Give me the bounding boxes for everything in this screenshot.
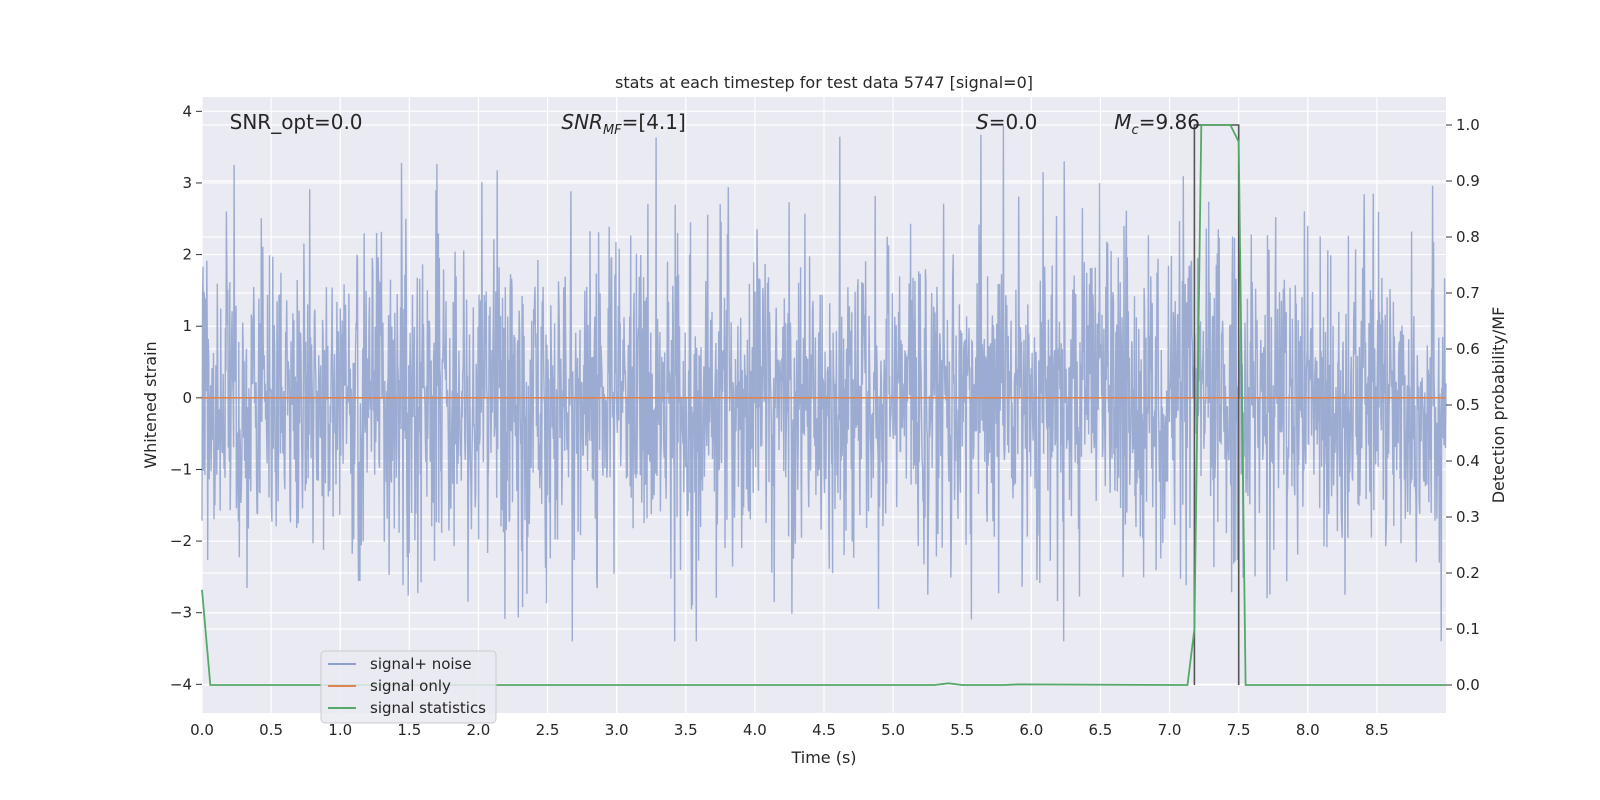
y-tick-label-5: −1 [170,460,192,478]
y-tick-label-3: 1 [182,317,192,335]
x-tick-label-3: 1.5 [397,721,421,739]
y-tick-label-1: 3 [182,174,192,192]
y-tick-label-6: −2 [170,532,192,550]
annotations: SNR_opt=0.0 SNRMF=[4.1] S=0.0 Mc=9.86 [230,110,1200,138]
x-tick-label-12: 6.0 [1019,721,1043,739]
y2-axis-ticks: 1.0 0.9 0.8 0.7 0.6 0.5 0.4 0.3 0.2 0.1 0.0 [1446,116,1480,694]
x-tick-label-7: 3.5 [674,721,698,739]
y2-tick-label-8: 0.2 [1456,564,1480,582]
x-axis-label: Time (s) [790,748,856,767]
y-tick-label-4: 0 [182,389,192,407]
y-tick-label-0: 4 [182,102,192,120]
y2-tick-label-4: 0.6 [1456,340,1480,358]
y-tick-label-2: 2 [182,246,192,264]
y2-tick-label-9: 0.1 [1456,620,1480,638]
x-tick-label-16: 8.0 [1296,721,1320,739]
y2-tick-label-3: 0.7 [1456,284,1480,302]
x-tick-label-0: 0.0 [190,721,214,739]
x-tick-label-13: 6.5 [1089,721,1113,739]
annotation-0: SNR_opt=0.0 [230,110,363,134]
annotation-1: SNRMF=[4.1] [561,110,685,138]
y2-tick-label-1: 0.9 [1456,172,1480,190]
series-signal-statistics [201,124,1446,686]
y2-tick-label-10: 0.0 [1456,676,1480,694]
annotation-2: S=0.0 [976,110,1037,134]
y2-tick-label-7: 0.3 [1456,508,1480,526]
x-tick-label-11: 5.5 [950,721,974,739]
y2-axis-label: Detection probability/MF [1489,307,1508,504]
x-tick-label-10: 5.0 [881,721,905,739]
legend-box [320,650,497,724]
x-tick-label-8: 4.0 [743,721,767,739]
legend-label-signal-only: signal only [370,677,451,695]
annotation-3: Mc=9.86 [1114,110,1200,138]
x-axis-ticks: 0.0 0.5 1.0 1.5 2.0 2.5 3.0 3.5 4.0 4.5 5.0 5.5 6.0 6… [190,721,1389,739]
x-tick-label-2: 1.0 [328,721,352,739]
legend-label-signal-noise: signal+ noise [370,655,472,673]
y2-tick-label-6: 0.4 [1456,452,1480,470]
y2-tick-label-2: 0.8 [1456,228,1480,246]
legend-label-signal-statistics: signal statistics [370,699,486,717]
chart-title: stats at each timestep for test data 574… [615,73,1033,92]
y-axis-ticks: 4 3 2 1 0 −1 −2 −3 −4 [170,102,202,693]
y2-tick-label-0: 1.0 [1456,116,1480,134]
x-tick-label-1: 0.5 [259,721,283,739]
y-tick-label-8: −4 [170,675,192,693]
legend: signal+ noise signal only signal statist… [320,650,497,724]
y-tick-label-7: −3 [170,604,192,622]
x-tick-label-17: 8.5 [1365,721,1389,739]
x-tick-label-14: 7.0 [1158,721,1182,739]
x-tick-label-9: 4.5 [812,721,836,739]
line-signal-statistics [201,124,1446,686]
x-tick-label-4: 2.0 [467,721,491,739]
y-axis-label: Whitened strain [141,341,160,468]
x-tick-label-5: 2.5 [536,721,560,739]
y2-tick-label-5: 0.5 [1456,396,1480,414]
x-tick-label-6: 3.0 [605,721,629,739]
x-tick-label-15: 7.5 [1227,721,1251,739]
